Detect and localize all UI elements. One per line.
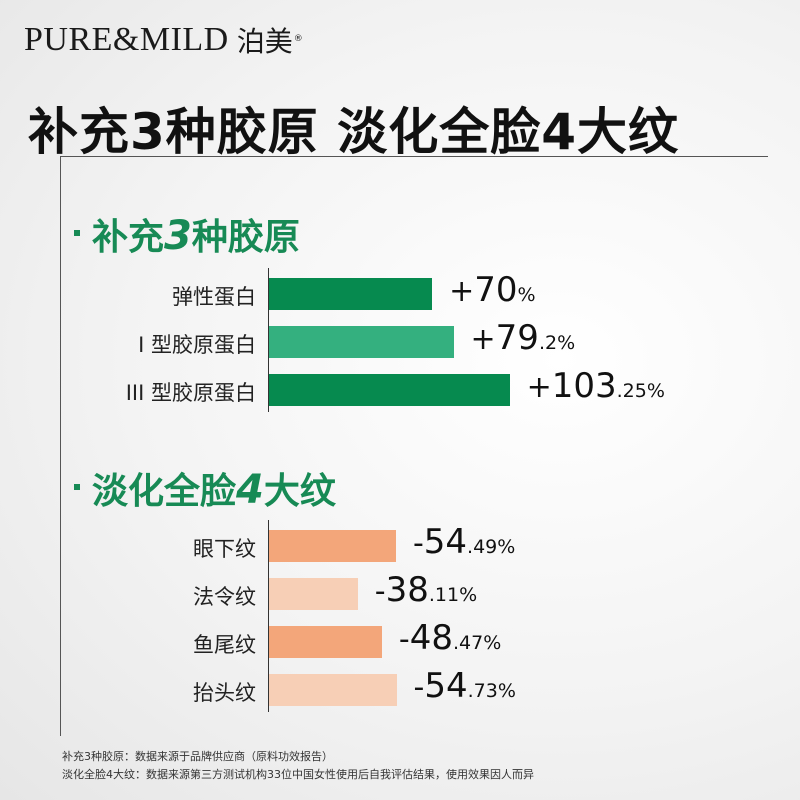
bar (269, 278, 433, 310)
category-label: 眼下纹 (193, 537, 256, 561)
value-label: +103.25% (527, 366, 665, 406)
value-sign: + (470, 322, 496, 357)
value-percent: % (646, 380, 665, 402)
value-integer: 54 (423, 522, 468, 562)
value-decimal: .47 (453, 632, 484, 654)
registered-mark: ® (293, 33, 303, 44)
section-title-number: 3 (164, 213, 192, 259)
footnote-collagen: 补充3种胶原：数据来源于品牌供应商（原料功效报告） (62, 750, 333, 763)
bar (269, 374, 510, 406)
value-percent: % (459, 584, 478, 606)
value-label: -38.11% (375, 570, 477, 610)
section-title-pre: 淡化全脸 (92, 471, 237, 512)
brand-name-cn-text: 泊美 (236, 25, 293, 58)
value-percent: % (517, 284, 536, 306)
value-sign: - (398, 622, 410, 657)
category-label: I 型胶原蛋白 (138, 333, 256, 357)
bar (269, 530, 396, 562)
value-integer: 54 (424, 666, 468, 706)
bar (269, 674, 397, 706)
value-percent: % (497, 536, 516, 558)
value-decimal: .73 (467, 680, 498, 702)
header-divider (60, 156, 768, 157)
footnote-wrinkles: 淡化全脸4大纹：数据来源第三方测试机构33位中国女性使用后自我评估结果，使用效果… (62, 768, 534, 781)
value-integer: 38 (385, 570, 429, 610)
value-sign: + (449, 274, 475, 309)
brand-logo: PURE&MILD 泊美® (24, 20, 303, 60)
chart-axis (268, 520, 269, 712)
value-sign: - (374, 574, 386, 609)
value-label: -54.49% (413, 522, 515, 562)
value-integer: 79 (495, 318, 539, 358)
section-title: 补充3种胶原 (92, 208, 300, 260)
value-sign: - (413, 670, 425, 705)
section-title-post: 大纹 (263, 471, 336, 512)
value-decimal: .2 (538, 332, 558, 354)
value-percent: % (557, 332, 576, 354)
bar (269, 326, 454, 358)
section-title: 淡化全脸4大纹 (92, 462, 336, 514)
value-percent: % (497, 680, 516, 702)
chart-axis (268, 268, 269, 412)
section-marker (74, 230, 80, 236)
value-label: +70% (449, 270, 535, 310)
value-decimal: .11 (428, 584, 460, 606)
page-headline: 补充3种胶原 淡化全脸4大纹 (28, 103, 679, 161)
bar (269, 578, 358, 610)
value-label: -48.47% (399, 618, 501, 658)
value-integer: 48 (409, 618, 454, 658)
bar (269, 626, 382, 658)
category-label: 弹性蛋白 (172, 285, 256, 309)
section-title-pre: 补充 (92, 217, 165, 258)
left-divider (60, 156, 61, 736)
value-integer: 103 (551, 366, 617, 406)
section-title-post: 种胶原 (191, 217, 300, 258)
section-marker (74, 484, 80, 490)
value-decimal: .25 (616, 380, 647, 402)
value-label: +79.2% (471, 318, 576, 358)
value-percent: % (483, 632, 502, 654)
value-sign: - (412, 526, 424, 561)
category-label: 法令纹 (193, 585, 256, 609)
value-label: -54.73% (414, 666, 516, 706)
category-label: 抬头纹 (193, 681, 256, 705)
category-label: III 型胶原蛋白 (125, 381, 256, 405)
value-sign: + (526, 370, 552, 405)
value-integer: 70 (474, 270, 518, 310)
value-decimal: .49 (467, 536, 498, 558)
brand-name-en: PURE&MILD (24, 21, 229, 58)
brand-name-cn: 泊美® (237, 20, 303, 60)
category-label: 鱼尾纹 (193, 633, 256, 657)
section-title-number: 4 (236, 467, 264, 513)
